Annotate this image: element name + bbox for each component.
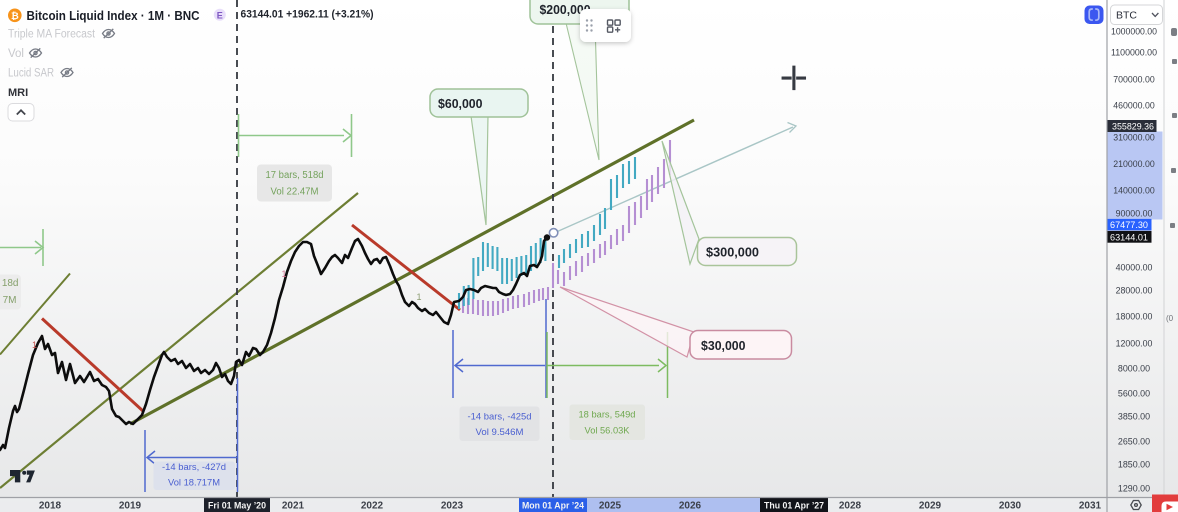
svg-text:18000.00: 18000.00	[1116, 311, 1153, 321]
svg-text:2023: 2023	[441, 501, 464, 512]
svg-text:2022: 2022	[361, 501, 384, 512]
svg-text:63144.01: 63144.01	[1110, 232, 1148, 242]
svg-text:BTC: BTC	[1116, 10, 1137, 22]
svg-text:140000.00: 140000.00	[1113, 185, 1154, 195]
svg-text:18d: 18d	[2, 278, 19, 289]
svg-text:2650.00: 2650.00	[1118, 436, 1150, 446]
svg-text:210000.00: 210000.00	[1113, 159, 1154, 169]
svg-text:63144.01 +1962.11 (+3.21%): 63144.01 +1962.11 (+3.21%)	[241, 8, 374, 20]
svg-text:310000.00: 310000.00	[1113, 132, 1154, 142]
svg-text:67477.30: 67477.30	[1110, 220, 1148, 230]
svg-text:8000.00: 8000.00	[1118, 363, 1150, 373]
svg-text:1100000.00: 1100000.00	[1111, 47, 1157, 57]
svg-text:2025: 2025	[599, 501, 622, 512]
svg-text:1850.00: 1850.00	[1118, 459, 1150, 469]
svg-text:40000.00: 40000.00	[1116, 262, 1153, 272]
svg-text:(0: (0	[1166, 314, 1174, 323]
svg-text:3850.00: 3850.00	[1118, 411, 1150, 421]
svg-text:2031: 2031	[1079, 501, 1102, 512]
svg-text:$60,000: $60,000	[438, 97, 483, 111]
svg-text:17 bars, 518d: 17 bars, 518d	[266, 170, 324, 181]
svg-text:1: 1	[416, 292, 421, 302]
svg-text:2021: 2021	[282, 501, 305, 512]
svg-text:Triple MA Forecast: Triple MA Forecast	[8, 29, 96, 41]
svg-text:Bitcoin Liquid Index · 1M · BN: Bitcoin Liquid Index · 1M · BNC	[27, 8, 201, 23]
svg-text:5600.00: 5600.00	[1118, 388, 1150, 398]
svg-text:18 bars, 549d: 18 bars, 549d	[579, 410, 636, 421]
svg-text:2030: 2030	[999, 501, 1022, 512]
svg-text:1000000.00: 1000000.00	[1111, 26, 1157, 36]
svg-text:28000.00: 28000.00	[1116, 285, 1153, 295]
svg-text:Vol: Vol	[8, 48, 24, 60]
svg-text:355829.36: 355829.36	[1112, 122, 1154, 132]
svg-text:$200,000: $200,000	[540, 3, 591, 17]
svg-text:2029: 2029	[919, 501, 942, 512]
svg-text:460000.00: 460000.00	[1113, 100, 1154, 110]
svg-text:-14 bars, -427d: -14 bars, -427d	[162, 462, 226, 473]
svg-text:Thu 01 Apr ’27: Thu 01 Apr ’27	[764, 501, 824, 511]
svg-text:1290.00: 1290.00	[1118, 483, 1150, 493]
svg-text:₿: ₿	[11, 11, 19, 22]
svg-text:1: 1	[281, 269, 286, 279]
svg-text:2028: 2028	[839, 501, 862, 512]
svg-text:Mon 01 Apr ’24: Mon 01 Apr ’24	[522, 501, 585, 511]
svg-text:$300,000: $300,000	[706, 246, 759, 260]
svg-text:2018: 2018	[39, 501, 62, 512]
svg-text:1: 1	[32, 340, 37, 350]
svg-text:$30,000: $30,000	[701, 339, 746, 353]
svg-text:7M: 7M	[3, 295, 17, 306]
svg-text:Vol 9.546M: Vol 9.546M	[476, 427, 524, 438]
svg-text:700000.00: 700000.00	[1113, 74, 1154, 84]
svg-text:12000.00: 12000.00	[1116, 338, 1153, 348]
svg-text:-14 bars, -425d: -14 bars, -425d	[468, 412, 532, 423]
svg-text:2026: 2026	[679, 501, 702, 512]
svg-text:Vol 22.47M: Vol 22.47M	[271, 187, 319, 198]
svg-text:2019: 2019	[119, 501, 142, 512]
svg-text:90000.00: 90000.00	[1116, 208, 1153, 218]
svg-text:Fri 01 May ’20: Fri 01 May ’20	[208, 501, 266, 511]
svg-text:Lucid SAR: Lucid SAR	[8, 68, 54, 80]
svg-text:Vol 18.717M: Vol 18.717M	[168, 478, 220, 489]
svg-text:E: E	[217, 10, 223, 20]
svg-text:Vol 56.03K: Vol 56.03K	[585, 426, 631, 437]
svg-text:MRI: MRI	[8, 87, 28, 99]
